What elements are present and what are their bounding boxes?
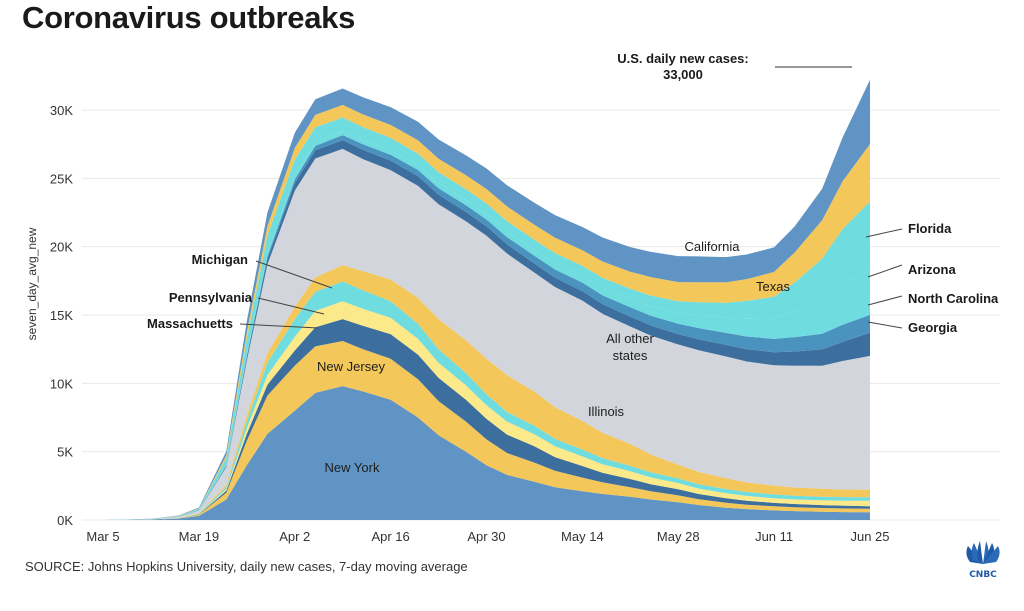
logo-wordmark: CNBC: [969, 570, 997, 580]
x-tick-label: Jun 25: [850, 529, 889, 544]
label-all-other-line2: states: [613, 348, 648, 363]
callout-georgia-leader: [867, 321, 903, 329]
total-annotation-line1: U.S. daily new cases:: [617, 51, 749, 66]
y-axis-label: seven_day_avg_new: [25, 227, 39, 340]
callout-north-carolina-leader: [867, 295, 903, 306]
x-tick-label: May 28: [657, 529, 700, 544]
callout-massachusetts: Massachuetts: [147, 316, 233, 331]
callout-florida-leader: [865, 228, 903, 238]
callout-arizona: Arizona: [908, 262, 956, 277]
label-texas: Texas: [756, 279, 790, 294]
x-axis-ticks: Mar 5 Mar 19 Apr 2 Apr 16 Apr 30 May 14 May 28…: [86, 529, 889, 544]
y-tick-label: 10K: [50, 376, 73, 391]
label-illinois: Illinois: [588, 404, 625, 419]
label-new-york: New York: [325, 460, 380, 475]
chart-title: Coronavirus outbreaks: [22, 0, 356, 35]
x-tick-label: Jun 11: [755, 529, 793, 544]
x-tick-label: Apr 30: [467, 529, 505, 544]
area-pennsylvania: [103, 301, 870, 520]
label-all-other-line1: All other: [606, 331, 654, 346]
y-tick-label: 25K: [50, 171, 73, 186]
area-illinois: [103, 265, 870, 520]
source-note: SOURCE: Johns Hopkins University, daily …: [25, 559, 468, 574]
area-michigan: [103, 281, 870, 520]
callout-massachusetts-leader: [239, 323, 319, 329]
y-tick-label: 5K: [57, 445, 73, 460]
y-tick-label: 30K: [50, 103, 73, 118]
callout-north-carolina: North Carolina: [908, 291, 999, 306]
area-new-jersey: [103, 341, 870, 520]
callout-florida: Florida: [908, 221, 952, 236]
y-axis-ticks: 0K 5K 10K 15K 20K 25K 30K: [50, 103, 73, 528]
total-annotation-line2: 33,000: [663, 67, 703, 82]
y-tick-label: 0K: [57, 513, 73, 528]
x-tick-label: Mar 19: [179, 529, 219, 544]
cnbc-peacock-logo: CNBC: [966, 541, 1000, 580]
area-massachuetts: [103, 319, 870, 520]
y-tick-label: 20K: [50, 240, 73, 255]
callout-michigan: Michigan: [192, 252, 248, 267]
x-tick-label: Apr 2: [279, 529, 310, 544]
x-tick-label: May 14: [561, 529, 604, 544]
x-tick-label: Mar 5: [86, 529, 119, 544]
label-california: California: [685, 239, 741, 254]
callout-arizona-leader: [867, 264, 903, 278]
callout-michigan-leader: [255, 260, 333, 289]
area-arizona: [103, 131, 870, 520]
callout-pennsylvania-leader: [257, 297, 325, 315]
label-new-jersey: New Jersey: [317, 359, 385, 374]
area-new-york: [103, 386, 870, 520]
series-areas: [103, 79, 870, 521]
area-all-other-states: [103, 148, 870, 520]
y-tick-label: 15K: [50, 308, 73, 323]
callout-georgia: Georgia: [908, 320, 958, 335]
x-tick-label: Apr 16: [371, 529, 409, 544]
callout-pennsylvania: Pennsylvania: [169, 290, 253, 305]
